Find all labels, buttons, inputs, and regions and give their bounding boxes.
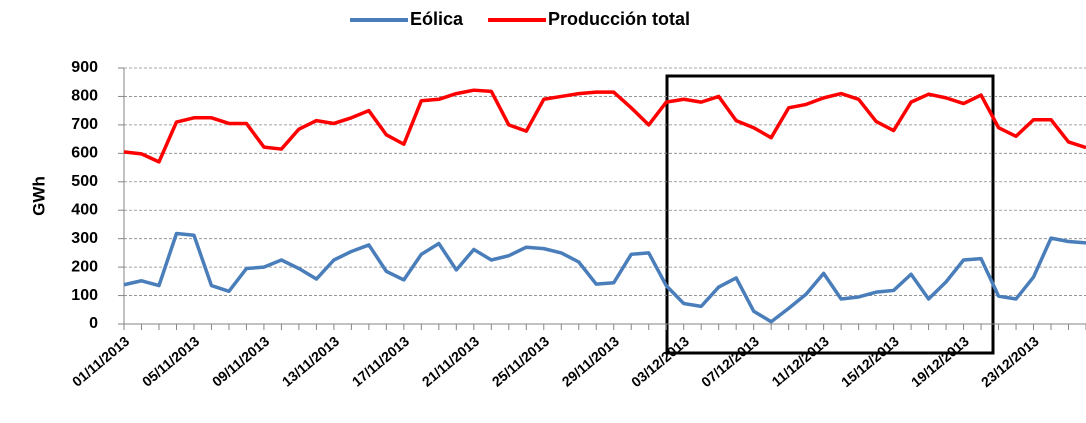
highlight-box	[665, 74, 995, 355]
y-tick-label: 0	[89, 315, 98, 332]
legend-label: Producción total	[548, 9, 690, 29]
y-tick-label: 500	[71, 173, 98, 190]
y-axis-label: GWh	[29, 176, 48, 216]
y-tick-label: 400	[71, 201, 98, 218]
y-tick-label: 600	[71, 145, 98, 162]
x-tick-label: 03/12/2013	[628, 333, 692, 390]
y-tick-label: 800	[71, 88, 98, 105]
x-tick-label: 13/11/2013	[279, 333, 343, 390]
x-tick-label: 15/12/2013	[838, 333, 902, 390]
x-tick-label: 19/12/2013	[908, 333, 972, 390]
y-tick-label: 300	[71, 230, 98, 247]
series-line	[123, 88, 1086, 164]
x-tick-label: 25/11/2013	[489, 333, 553, 390]
x-tick-label: 21/11/2013	[419, 333, 483, 390]
x-tick-label: 11/12/2013	[769, 333, 833, 390]
x-tick-label: 17/11/2013	[349, 333, 413, 390]
legend: Eólica Producción total	[350, 9, 690, 29]
y-tick-label: 900	[71, 59, 98, 76]
y-tick-label: 700	[71, 116, 98, 133]
x-tick-label: 01/11/2013	[69, 333, 133, 390]
x-tick-label: 23/12/2013	[978, 333, 1042, 390]
series-line	[123, 231, 1086, 324]
y-tick-label: 200	[71, 258, 98, 275]
x-tick-label: 05/11/2013	[139, 333, 203, 390]
x-tick-label: 07/12/2013	[698, 333, 762, 390]
y-tick-label: 100	[71, 287, 98, 304]
x-tick-label: 29/11/2013	[559, 333, 623, 390]
x-tick-label: 09/11/2013	[209, 333, 273, 390]
legend-label: Eólica	[410, 9, 464, 29]
